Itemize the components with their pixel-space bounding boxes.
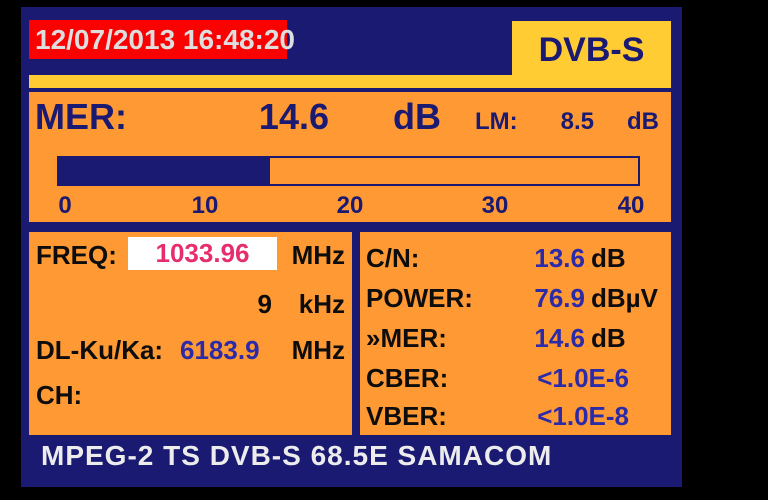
mer-bar-fill bbox=[59, 158, 271, 184]
measurement-label: »MER: bbox=[366, 323, 447, 353]
lm-value: 8.5 bbox=[560, 108, 594, 135]
measurement-value: 14.6 bbox=[534, 323, 585, 353]
mer-panel: MER: 14.6 dB LM: 8.5 dB 0 10 20 30 40 bbox=[29, 92, 671, 222]
measurement-unit: dBµV bbox=[591, 283, 658, 313]
downlink-label: DL-Ku/Ka: bbox=[36, 335, 164, 365]
mer-scale-tick: 30 bbox=[481, 192, 509, 219]
measurement-value: 76.9 bbox=[534, 283, 585, 313]
mer-scale-tick: 20 bbox=[336, 192, 364, 219]
mer-scale-tick: 10 bbox=[191, 192, 219, 219]
lm-label: LM: bbox=[475, 108, 518, 135]
measurement-unit: dB bbox=[591, 243, 626, 273]
datetime-display: 12/07/2013 16:48:20 bbox=[29, 20, 295, 59]
downlink-unit: MHz bbox=[291, 335, 345, 365]
mer-value: 14.6 bbox=[258, 96, 329, 137]
measurement-row: »MER: 14.6 dB bbox=[366, 323, 665, 354]
header-divider-strip bbox=[29, 75, 671, 88]
mer-bar-gauge bbox=[57, 156, 640, 186]
measurement-label: CBER: bbox=[366, 363, 449, 393]
channel-label: CH: bbox=[36, 380, 83, 410]
measurement-value: <1.0E-8 bbox=[537, 401, 629, 431]
display-area: 12/07/2013 16:48:20 DVB-S MER: 14.6 dB L… bbox=[21, 7, 682, 487]
freq-label: FREQ: bbox=[36, 240, 117, 270]
mer-scale-tick: 0 bbox=[58, 192, 72, 219]
transport-stream-info: MPEG-2 TS DVB-S 68.5E SAMACOM bbox=[41, 440, 553, 471]
measurement-value: 13.6 bbox=[534, 243, 585, 273]
measurement-value: <1.0E-6 bbox=[537, 363, 629, 393]
measurements-panel: C/N: 13.6 dB POWER: 76.9 dBµV »MER: 14.6… bbox=[360, 232, 671, 435]
step-value: 9 bbox=[257, 289, 272, 319]
measurement-label: VBER: bbox=[366, 401, 447, 431]
mer-label: MER: bbox=[35, 96, 127, 137]
mer-scale-tick: 40 bbox=[617, 192, 645, 219]
step-unit: kHz bbox=[298, 289, 345, 319]
downlink-value: 6183.9 bbox=[180, 335, 260, 365]
measurement-unit: dB bbox=[591, 323, 626, 353]
lm-unit: dB bbox=[627, 108, 659, 135]
measurement-label: POWER: bbox=[366, 283, 473, 313]
measurement-row: C/N: 13.6 dB bbox=[366, 243, 665, 274]
measurement-label: C/N: bbox=[366, 243, 420, 273]
tuning-panel: FREQ: 1033.96 MHz 9 kHz DL-Ku/Ka: 6183.9… bbox=[29, 232, 352, 435]
freq-input[interactable]: 1033.96 bbox=[128, 237, 277, 270]
mer-unit: dB bbox=[393, 96, 441, 137]
measurement-row: VBER: <1.0E-8 bbox=[366, 401, 665, 432]
measurement-row: POWER: 76.9 dBµV bbox=[366, 283, 665, 314]
measurement-row: CBER: <1.0E-6 bbox=[366, 363, 665, 394]
freq-unit: MHz bbox=[291, 240, 345, 270]
